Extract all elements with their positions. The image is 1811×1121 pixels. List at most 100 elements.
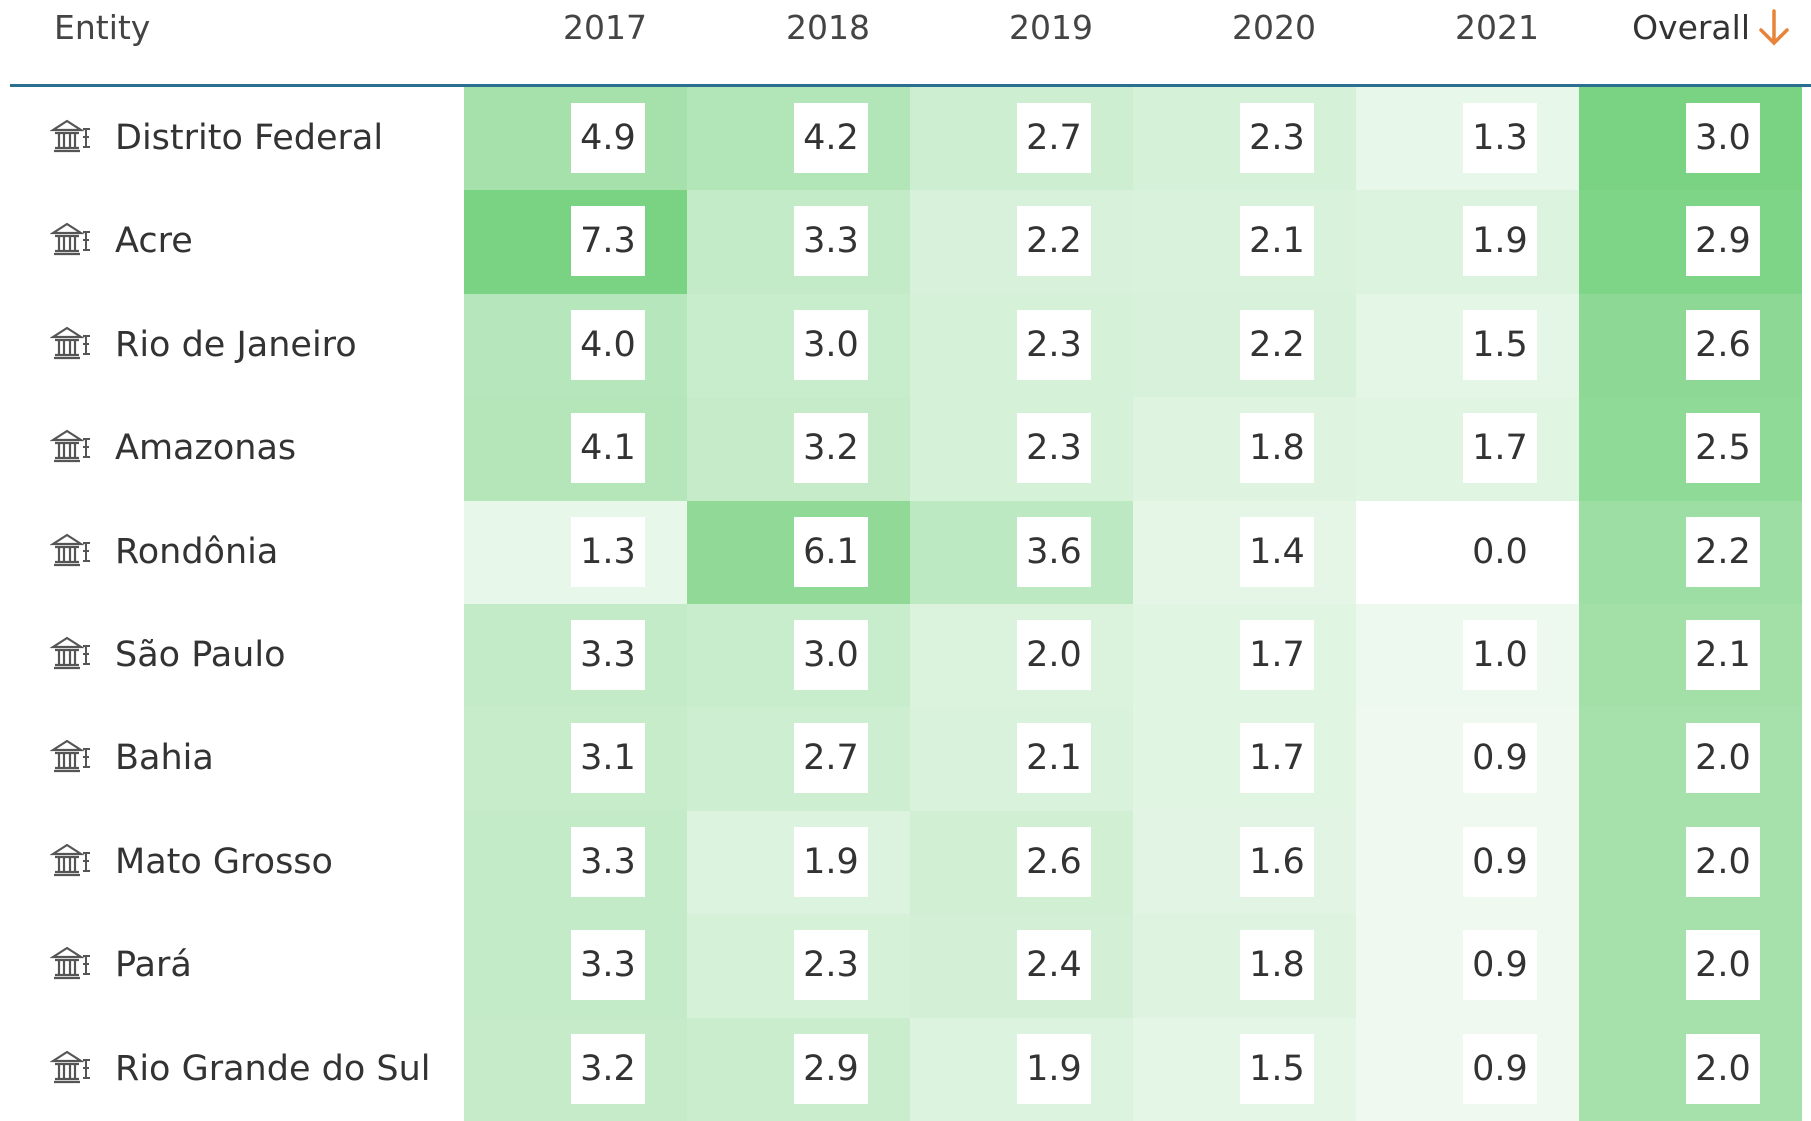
heat-cell: 2.0 <box>1579 707 1802 812</box>
cell-value: 0.0 <box>1463 516 1537 587</box>
cell-value: 1.7 <box>1240 723 1314 794</box>
heat-cell: 1.9 <box>910 1017 1133 1121</box>
heat-cell: 2.6 <box>910 810 1133 915</box>
column-header: 2021 <box>1455 8 1539 47</box>
heat-cell: 3.3 <box>464 914 687 1019</box>
cell-value: 2.4 <box>1017 930 1091 1001</box>
heat-cell: 2.3 <box>910 293 1133 398</box>
heat-cell: 2.5 <box>1579 397 1802 502</box>
heat-cell: 1.3 <box>1356 87 1579 191</box>
heat-cell: 2.9 <box>1579 190 1802 295</box>
column-header: Entity <box>54 8 151 47</box>
cell-value: 2.5 <box>1686 413 1760 484</box>
cell-value: 1.7 <box>1240 620 1314 690</box>
heat-cell: 1.8 <box>1133 397 1356 502</box>
entity-icon <box>50 533 90 566</box>
heat-cell: 2.0 <box>1579 914 1802 1019</box>
entity-name: Acre <box>115 221 193 262</box>
heat-cell: 4.1 <box>464 397 687 502</box>
heat-cell: 1.8 <box>1133 914 1356 1019</box>
heat-cell: 2.1 <box>1133 190 1356 295</box>
heat-cell: 3.2 <box>464 1017 687 1121</box>
heat-cell: 1.0 <box>1356 604 1579 708</box>
heat-cell: 2.0 <box>910 604 1133 708</box>
cell-value: 2.0 <box>1017 620 1091 690</box>
heat-cell: 2.2 <box>910 190 1133 295</box>
sort-arrow[interactable] <box>1754 8 1794 48</box>
cell-value: 1.3 <box>1463 103 1537 173</box>
cell-value: 1.7 <box>1463 413 1537 484</box>
heat-cell: 3.3 <box>687 190 910 295</box>
entity-icon <box>50 223 90 256</box>
heat-cell: 1.7 <box>1133 604 1356 708</box>
cell-value: 2.9 <box>1686 206 1760 277</box>
cell-value: 2.3 <box>1017 309 1091 380</box>
cell-value: 2.6 <box>1017 826 1091 897</box>
cell-value: 3.1 <box>571 723 645 794</box>
cell-value: 2.9 <box>794 1033 868 1104</box>
heat-cell: 0.0 <box>1356 500 1579 605</box>
entity-name: Pará <box>115 945 192 986</box>
cell-value: 3.0 <box>794 620 868 690</box>
heat-cell: 1.4 <box>1133 500 1356 605</box>
heat-cell: 2.2 <box>1579 500 1802 605</box>
heat-cell: 2.7 <box>910 87 1133 191</box>
column-header: 2017 <box>563 8 647 47</box>
cell-value: 1.9 <box>1463 206 1537 277</box>
cell-value: 1.4 <box>1240 516 1314 587</box>
heat-cell: 2.1 <box>910 707 1133 812</box>
cell-value: 0.9 <box>1463 723 1537 794</box>
cell-value: 1.6 <box>1240 826 1314 897</box>
heat-cell: 1.7 <box>1356 397 1579 502</box>
column-header: Overall <box>1632 8 1750 47</box>
heat-cell: 2.9 <box>687 1017 910 1121</box>
cell-value: 0.9 <box>1463 930 1537 1001</box>
heat-cell: 1.9 <box>1356 190 1579 295</box>
entity-icon <box>50 326 90 359</box>
entity-name: São Paulo <box>115 635 286 675</box>
cell-value: 2.1 <box>1240 206 1314 277</box>
cell-value: 3.2 <box>571 1033 645 1104</box>
cell-value: 2.3 <box>1017 413 1091 484</box>
cell-value: 4.0 <box>571 309 645 380</box>
cell-value: 3.3 <box>571 930 645 1001</box>
cell-value: 4.2 <box>794 103 868 173</box>
entity-name: Bahia <box>115 738 214 779</box>
cell-value: 1.8 <box>1240 930 1314 1001</box>
cell-value: 6.1 <box>794 516 868 587</box>
cell-value: 3.0 <box>1686 103 1760 173</box>
cell-value: 1.3 <box>571 516 645 587</box>
heat-cell: 3.6 <box>910 500 1133 605</box>
heat-cell: 2.0 <box>1579 810 1802 915</box>
heat-cell: 2.7 <box>687 707 910 812</box>
heat-cell: 2.3 <box>910 397 1133 502</box>
entity-icon <box>50 1050 90 1083</box>
cell-value: 1.0 <box>1463 620 1537 690</box>
entity-icon <box>50 946 90 980</box>
cell-value: 2.7 <box>1017 103 1091 173</box>
heat-cell: 2.3 <box>1133 87 1356 191</box>
cell-value: 2.0 <box>1686 826 1760 897</box>
heat-cell: 3.0 <box>1579 87 1802 191</box>
heat-cell: 2.3 <box>687 914 910 1019</box>
heat-cell: 2.2 <box>1133 293 1356 398</box>
cell-value: 3.0 <box>794 309 868 380</box>
cell-value: 2.3 <box>1240 103 1314 173</box>
cell-value: 3.2 <box>794 413 868 484</box>
heat-cell: 2.0 <box>1579 1017 1802 1121</box>
heat-cell: 1.7 <box>1133 707 1356 812</box>
entity-icon <box>50 119 90 153</box>
heat-cell: 2.1 <box>1579 604 1802 708</box>
heat-cell: 1.6 <box>1133 810 1356 915</box>
column-header: 2020 <box>1232 8 1316 47</box>
cell-value: 2.0 <box>1686 723 1760 794</box>
cell-value: 1.9 <box>1017 1033 1091 1104</box>
cell-value: 2.2 <box>1686 516 1760 587</box>
cell-value: 3.3 <box>794 206 868 277</box>
heat-cell: 3.0 <box>687 604 910 708</box>
heat-cell: 4.9 <box>464 87 687 191</box>
entity-name: Amazonas <box>115 428 297 469</box>
cell-value: 0.9 <box>1463 826 1537 897</box>
heat-cell: 1.9 <box>687 810 910 915</box>
